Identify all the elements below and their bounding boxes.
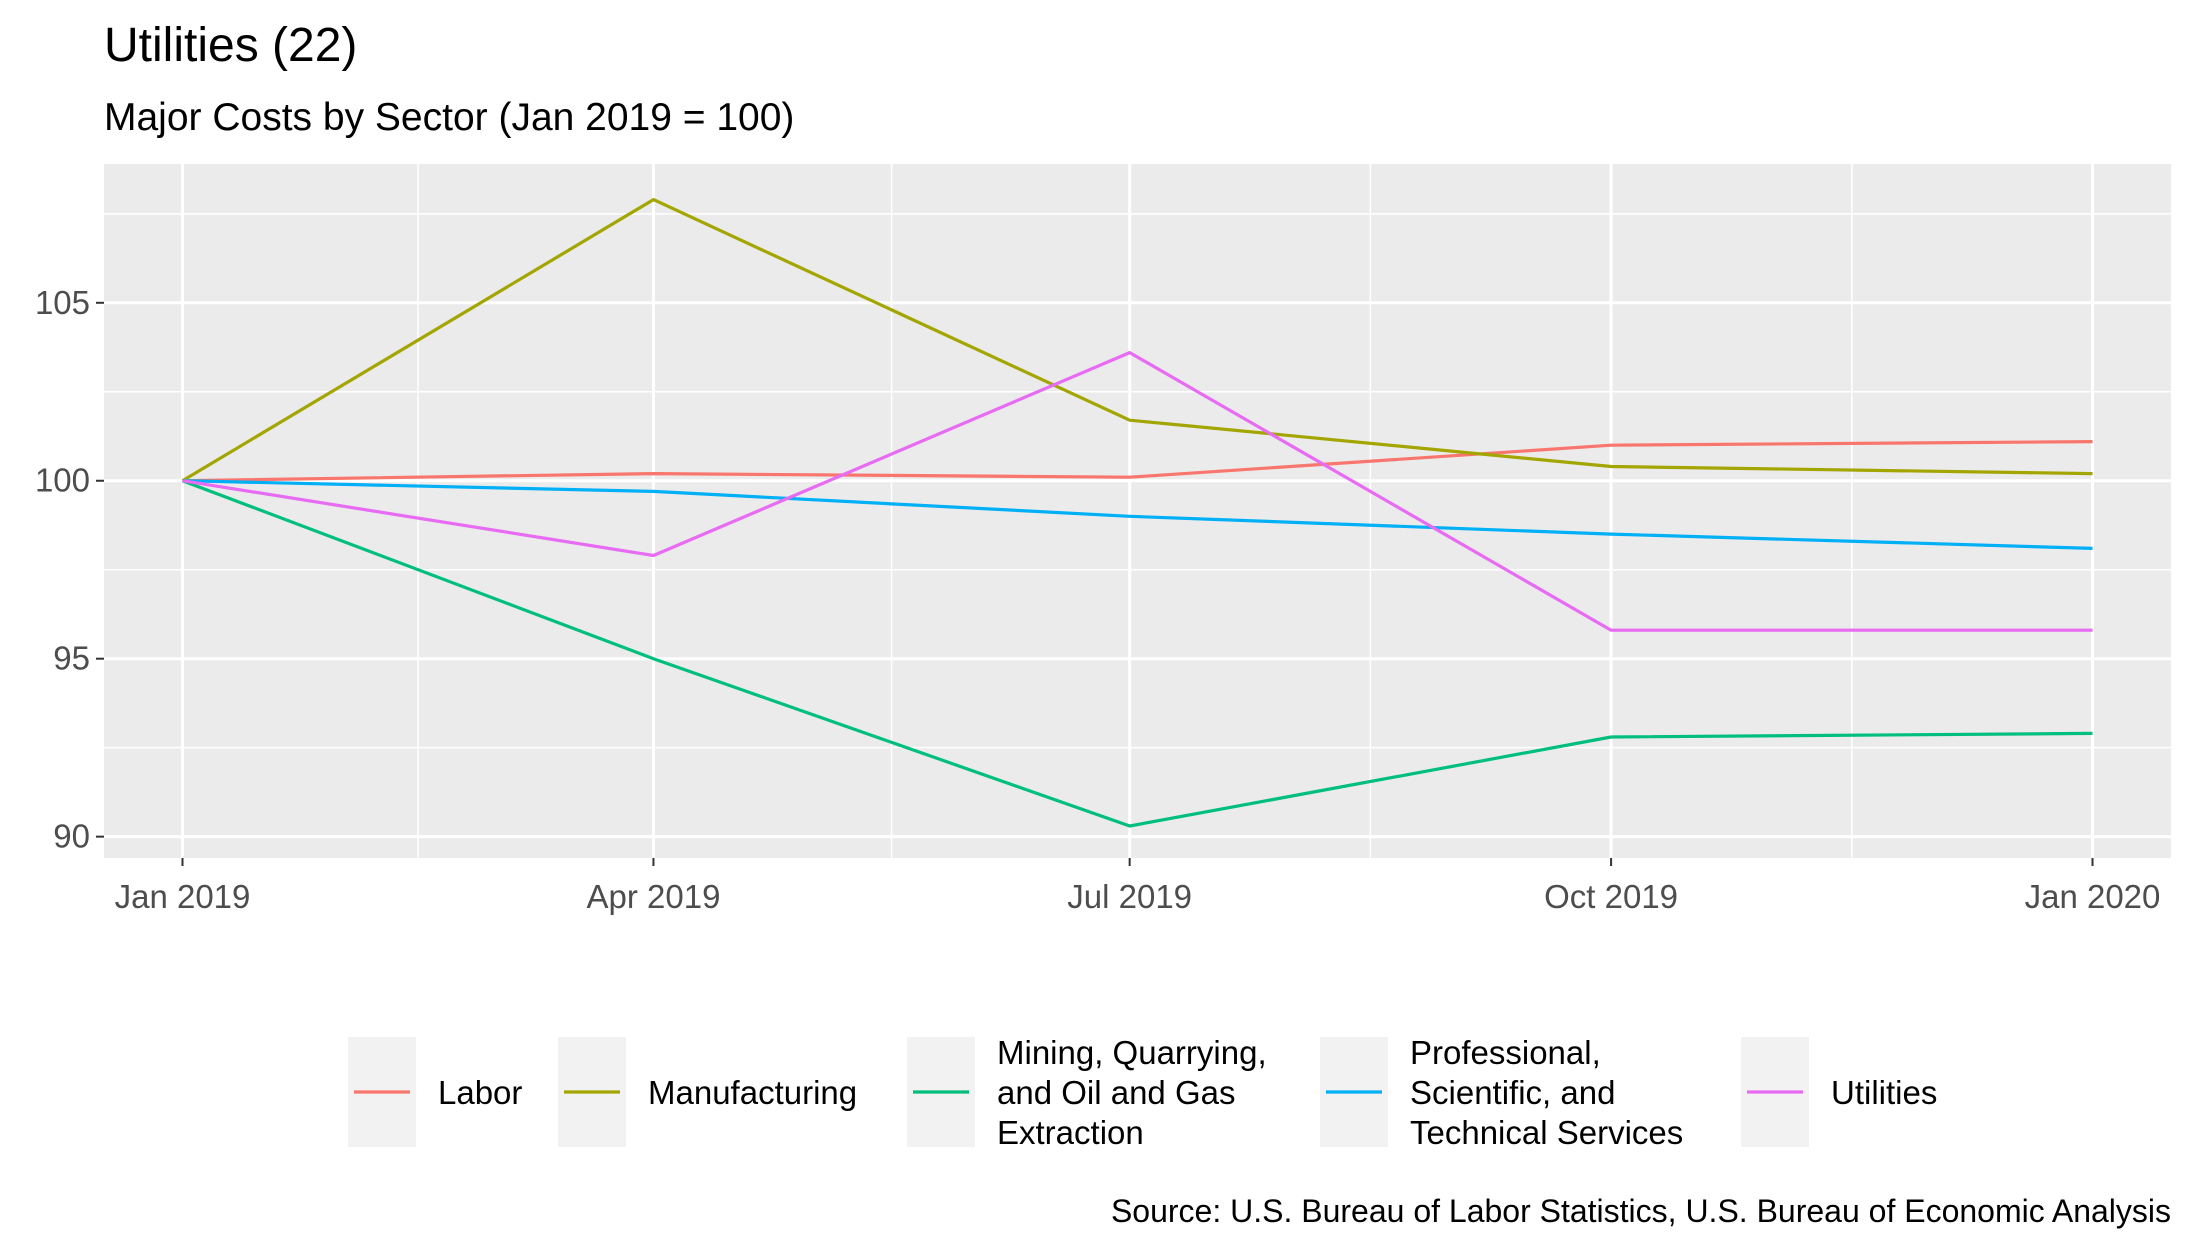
series-line bbox=[181, 198, 2093, 483]
legend-label: Manufacturing bbox=[648, 1074, 857, 1111]
chart-caption: Source: U.S. Bureau of Labor Statistics,… bbox=[1111, 1193, 2171, 1229]
x-axis: Jan 2019 Apr 2019 Jul 2019 Oct 2019 Jan 2020 bbox=[115, 858, 2161, 915]
chart-title: Utilities (22) bbox=[104, 19, 357, 72]
series-line bbox=[182, 351, 2093, 632]
series-line bbox=[182, 440, 2093, 483]
legend-label: Labor bbox=[438, 1074, 522, 1111]
y-tick-label: 90 bbox=[53, 818, 90, 855]
x-tick-label: Apr 2019 bbox=[586, 878, 720, 915]
x-tick-label: Jan 2019 bbox=[115, 878, 251, 915]
series-lines bbox=[181, 198, 2093, 828]
plot-panel bbox=[104, 164, 2171, 858]
legend-label: Utilities bbox=[1831, 1074, 1937, 1111]
legend-label: Professional, Scientific, and Technical Se… bbox=[1410, 1034, 1683, 1151]
x-tick-label: Jul 2019 bbox=[1067, 878, 1192, 915]
chart-subtitle: Major Costs by Sector (Jan 2019 = 100) bbox=[104, 96, 794, 139]
x-tick-label: Oct 2019 bbox=[1544, 878, 1678, 915]
x-tick-label: Jan 2020 bbox=[2025, 878, 2161, 915]
legend: Labor Manufacturing Mining, Quarrying, and … bbox=[348, 1034, 1937, 1151]
y-tick-label: 100 bbox=[35, 462, 90, 499]
series-line bbox=[182, 479, 2093, 550]
y-axis: 90 95 100 105 bbox=[35, 284, 104, 855]
y-tick-label: 105 bbox=[35, 284, 90, 321]
grid-lines bbox=[104, 164, 2171, 858]
series-line bbox=[181, 479, 2093, 828]
legend-label: Mining, Quarrying, and Oil and Gas Extract… bbox=[997, 1034, 1267, 1151]
y-tick-label: 95 bbox=[53, 640, 90, 677]
